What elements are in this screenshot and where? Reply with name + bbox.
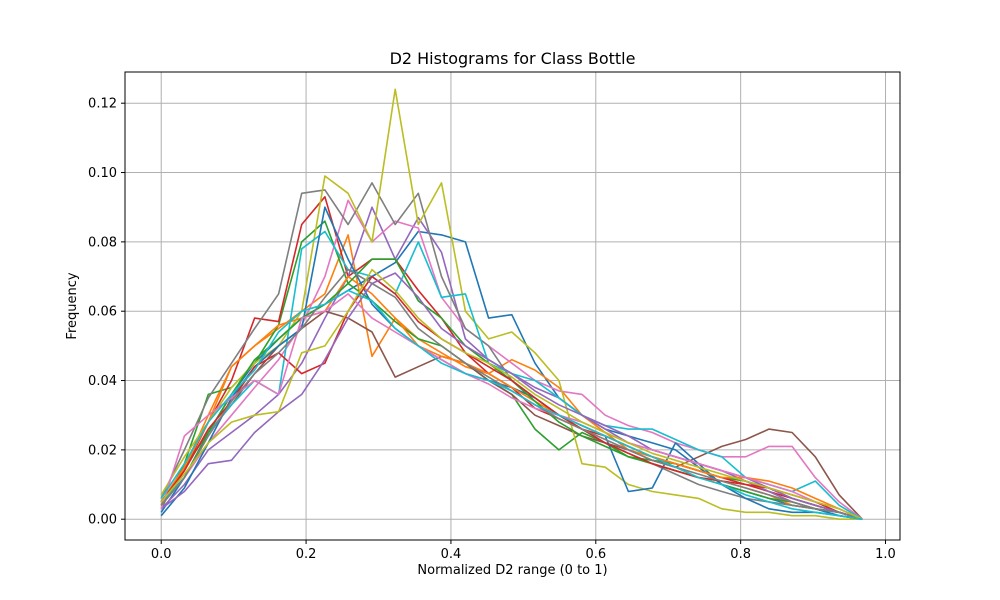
y-tick-label: 0.10 — [88, 166, 117, 181]
y-tick-label: 0.12 — [88, 97, 117, 112]
series-line-19 — [160, 289, 863, 520]
y-tick-label: 0.08 — [88, 235, 117, 250]
y-tick-label: 0.06 — [88, 305, 117, 320]
y-tick-label: 0.00 — [88, 513, 117, 528]
x-tick-label: 0.4 — [441, 547, 462, 562]
y-axis-ticks: 0.00 0.02 0.04 0.06 0.08 0.10 0.12 — [88, 97, 125, 528]
x-axis-ticks: 0.0 0.2 0.4 0.6 0.8 1.0 — [151, 540, 896, 562]
series-line-10 — [160, 230, 863, 520]
x-tick-label: 0.2 — [296, 547, 317, 562]
x-tick-label: 0.8 — [730, 547, 751, 562]
gridlines — [125, 72, 900, 540]
y-tick-label: 0.04 — [88, 374, 117, 389]
series-line-7 — [160, 199, 863, 520]
series-line-1 — [160, 230, 863, 520]
series-line-3 — [160, 220, 863, 520]
y-tick-label: 0.02 — [88, 443, 117, 458]
series-line-15 — [160, 272, 863, 520]
series-lines — [160, 88, 863, 521]
series-line-18 — [160, 268, 863, 520]
chart-title: D2 Histograms for Class Bottle — [390, 49, 636, 68]
series-line-4 — [160, 196, 863, 520]
x-tick-label: 0.6 — [585, 547, 606, 562]
x-axis-label: Normalized D2 range (0 to 1) — [417, 563, 607, 578]
series-line-16 — [160, 293, 863, 520]
series-line-9 — [160, 88, 863, 521]
plot-frame — [124, 71, 901, 541]
x-tick-label: 1.0 — [875, 547, 896, 562]
x-tick-label: 0.0 — [151, 547, 172, 562]
y-axis-label: Frequency — [65, 272, 80, 339]
